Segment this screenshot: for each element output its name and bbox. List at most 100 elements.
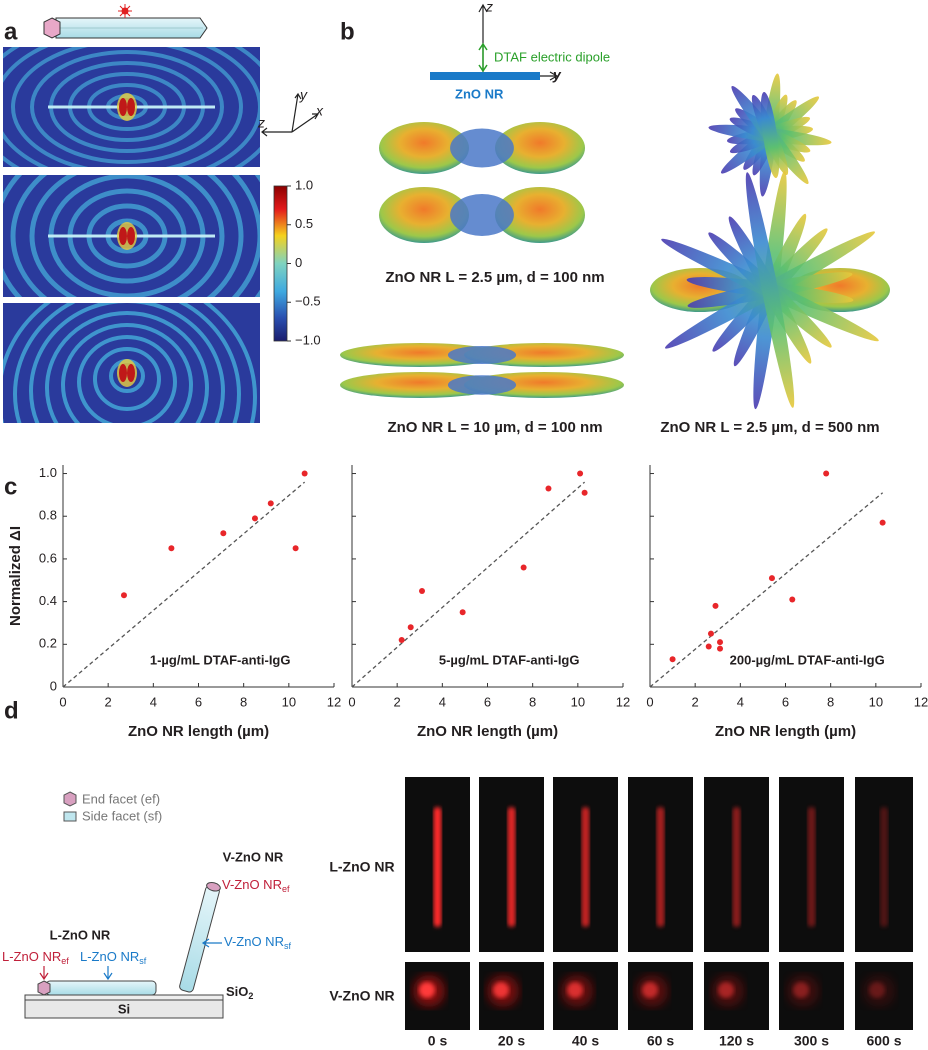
- x-tick-label: 0: [59, 694, 66, 709]
- x-axis-label: ZnO NR length (µm): [715, 723, 856, 740]
- x-tick-label: 12: [327, 694, 341, 709]
- data-point: [717, 639, 724, 646]
- data-point: [707, 630, 714, 637]
- x-tick-label: 4: [737, 694, 744, 709]
- x-axis-label: ZnO NR length (µm): [128, 723, 269, 740]
- x-tick-label: 6: [484, 694, 491, 709]
- x-tick-label: 2: [394, 694, 401, 709]
- axis-label: z: [257, 115, 265, 131]
- panel-label: b: [340, 18, 355, 45]
- radiation-patterns: [340, 73, 890, 410]
- y-tick-label: 0.6: [39, 550, 57, 565]
- colorbar-label: 0.5: [295, 216, 313, 231]
- panel-label: d: [4, 697, 19, 724]
- data-point: [712, 602, 719, 609]
- y-axis-label: Normalized ΔI: [7, 526, 24, 626]
- dipole-label: DTAF electric dipole: [494, 49, 610, 64]
- nanorod-label: ZnO NR: [455, 86, 504, 101]
- time-label: 120 s: [719, 1033, 754, 1049]
- fit-line: [351, 481, 586, 688]
- panel-label: a: [4, 18, 18, 45]
- data-point: [717, 645, 724, 652]
- data-point: [419, 587, 426, 594]
- colorbar: [273, 185, 288, 342]
- label: V-ZnO NRef: [222, 877, 290, 894]
- axis-label: y: [552, 67, 562, 83]
- annotation: 200-µg/mL DTAF-anti-IgG: [730, 652, 885, 667]
- label: L-ZnO NR: [50, 927, 111, 942]
- caption: ZnO NR L = 10 µm, d = 100 nm: [387, 419, 602, 436]
- x-tick-label: 8: [827, 694, 834, 709]
- data-point: [398, 637, 405, 644]
- data-point: [168, 545, 175, 552]
- row-label: V-ZnO NR: [329, 988, 394, 1004]
- x-tick-label: 6: [195, 694, 202, 709]
- data-point: [577, 470, 584, 477]
- y-tick-label: 0.4: [39, 593, 57, 608]
- label: Si: [118, 1001, 130, 1016]
- field-map: [3, 303, 260, 423]
- x-tick-label: 4: [439, 694, 446, 709]
- data-point: [520, 564, 527, 571]
- time-label: 300 s: [794, 1033, 829, 1049]
- x-tick-label: 10: [869, 694, 883, 709]
- time-label: 20 s: [498, 1033, 525, 1049]
- data-point: [459, 609, 466, 616]
- time-label: 40 s: [572, 1033, 599, 1049]
- axis-label: x: [315, 103, 324, 119]
- row-label: L-ZnO NR: [329, 859, 394, 875]
- data-point: [768, 575, 775, 582]
- x-tick-label: 10: [282, 694, 296, 709]
- dipole-schematic: [430, 3, 559, 81]
- colorbar-label: 1.0: [295, 177, 313, 192]
- y-tick-label: 0.2: [39, 636, 57, 651]
- label: V-ZnO NRsf: [224, 934, 291, 951]
- x-tick-label: 6: [782, 694, 789, 709]
- label: SiO2: [226, 984, 253, 1001]
- y-tick-label: 0: [50, 678, 57, 693]
- data-point: [267, 500, 274, 507]
- legend-label: End facet (ef): [82, 791, 160, 806]
- fit-line: [649, 492, 884, 688]
- colorbar-label: −0.5: [295, 294, 321, 309]
- axis-label: z: [485, 0, 493, 15]
- data-point: [120, 592, 127, 599]
- label: L-ZnO NRsf: [80, 949, 147, 966]
- data-point: [879, 519, 886, 526]
- label: V-ZnO NR: [223, 849, 284, 864]
- data-point: [823, 470, 830, 477]
- panel-label: c: [4, 473, 17, 500]
- micrographs: 0 s 20 s 40 s 60 s 120 s 300 s 600 s: [405, 777, 913, 1049]
- charts: 0 2 4 6 8 10 12 0 0.2 0.4 0.6 0.8 1.0 1-µg/mL DTAF-an…: [7, 465, 928, 740]
- colorbar-label: −1.0: [295, 332, 321, 347]
- x-axis-label: ZnO NR length (µm): [417, 723, 558, 740]
- annotation: 5-µg/mL DTAF-anti-IgG: [439, 652, 580, 667]
- data-point: [581, 489, 588, 496]
- x-tick-label: 12: [914, 694, 928, 709]
- colorbar-label: 0: [295, 255, 302, 270]
- data-point: [292, 545, 299, 552]
- time-label: 600 s: [866, 1033, 901, 1049]
- x-tick-label: 4: [150, 694, 157, 709]
- data-point: [251, 515, 258, 522]
- field-maps: [3, 47, 260, 423]
- label: L-ZnO NRef: [2, 949, 69, 966]
- x-tick-label: 8: [529, 694, 536, 709]
- data-point: [545, 485, 552, 492]
- x-tick-label: 8: [240, 694, 247, 709]
- annotation: 1-µg/mL DTAF-anti-IgG: [150, 652, 291, 667]
- x-tick-label: 0: [646, 694, 653, 709]
- field-map: [3, 175, 260, 297]
- axis-icon: [261, 92, 320, 137]
- device-schematic: [24, 791, 224, 1019]
- data-point: [407, 624, 414, 631]
- x-tick-label: 2: [692, 694, 699, 709]
- y-tick-label: 1.0: [39, 465, 57, 480]
- nanorod-icon: [43, 4, 208, 39]
- axis-label: y: [299, 87, 308, 103]
- y-tick-label: 0.8: [39, 508, 57, 523]
- x-tick-label: 12: [616, 694, 630, 709]
- data-point: [789, 596, 796, 603]
- x-tick-label: 0: [348, 694, 355, 709]
